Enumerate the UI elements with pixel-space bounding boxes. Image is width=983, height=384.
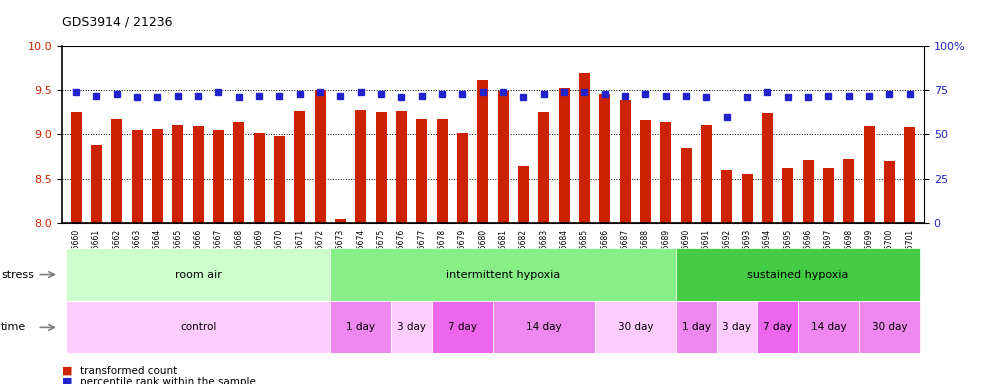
Text: stress: stress — [1, 270, 33, 280]
Bar — [233, 122, 245, 223]
Bar — [518, 166, 529, 223]
Bar — [859, 301, 920, 353]
Bar — [757, 301, 798, 353]
Bar — [294, 111, 306, 223]
Text: 30 day: 30 day — [872, 322, 907, 333]
Text: ■: ■ — [62, 377, 73, 384]
Text: 3 day: 3 day — [397, 322, 427, 333]
Bar — [558, 88, 570, 223]
Bar — [457, 132, 468, 223]
Bar — [680, 148, 692, 223]
Bar — [432, 301, 492, 353]
Text: 1 day: 1 day — [346, 322, 376, 333]
Bar — [376, 113, 386, 223]
Bar — [111, 119, 123, 223]
Bar — [798, 301, 859, 353]
Bar — [863, 126, 875, 223]
Text: 30 day: 30 day — [617, 322, 653, 333]
Bar — [193, 126, 203, 223]
Bar — [213, 130, 224, 223]
Bar — [701, 125, 712, 223]
Bar — [315, 90, 325, 223]
Text: sustained hypoxia: sustained hypoxia — [747, 270, 848, 280]
Bar — [539, 113, 549, 223]
Text: 7 day: 7 day — [448, 322, 477, 333]
Bar — [762, 113, 773, 223]
Text: control: control — [180, 322, 216, 333]
Bar — [436, 119, 447, 223]
Bar — [492, 301, 595, 353]
Bar — [595, 301, 676, 353]
Bar — [717, 301, 757, 353]
Bar — [254, 132, 264, 223]
Bar — [802, 160, 814, 223]
Bar — [132, 130, 143, 223]
Bar — [843, 159, 854, 223]
Text: 14 day: 14 day — [526, 322, 561, 333]
Bar — [330, 301, 391, 353]
Bar — [823, 168, 834, 223]
Bar — [676, 301, 717, 353]
Text: ■: ■ — [62, 366, 73, 376]
Text: time: time — [1, 322, 27, 333]
Bar — [355, 110, 367, 223]
Text: GDS3914 / 21236: GDS3914 / 21236 — [62, 15, 172, 28]
Text: 3 day: 3 day — [723, 322, 751, 333]
Bar — [152, 129, 163, 223]
Bar — [661, 122, 671, 223]
Bar — [741, 174, 753, 223]
Text: transformed count: transformed count — [80, 366, 177, 376]
Bar — [66, 301, 330, 353]
Bar — [722, 170, 732, 223]
Bar — [579, 73, 590, 223]
Bar — [172, 125, 184, 223]
Bar — [335, 219, 346, 223]
Bar — [416, 119, 428, 223]
Bar — [600, 94, 610, 223]
Bar — [71, 113, 82, 223]
Text: 1 day: 1 day — [682, 322, 711, 333]
Text: 7 day: 7 day — [763, 322, 792, 333]
Bar — [782, 168, 793, 223]
Bar — [619, 100, 631, 223]
Bar — [90, 145, 102, 223]
Bar — [391, 301, 432, 353]
Text: 14 day: 14 day — [811, 322, 846, 333]
Bar — [477, 79, 489, 223]
Bar — [66, 248, 330, 301]
Bar — [274, 136, 285, 223]
Text: room air: room air — [175, 270, 221, 280]
Bar — [904, 127, 915, 223]
Bar — [330, 248, 676, 301]
Bar — [884, 161, 896, 223]
Text: percentile rank within the sample: percentile rank within the sample — [80, 377, 256, 384]
Bar — [497, 91, 509, 223]
Bar — [676, 248, 920, 301]
Bar — [640, 120, 651, 223]
Text: intermittent hypoxia: intermittent hypoxia — [446, 270, 560, 280]
Bar — [396, 111, 407, 223]
